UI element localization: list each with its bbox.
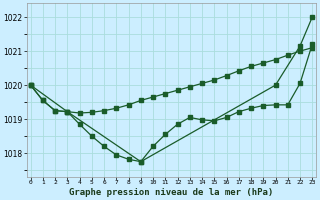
X-axis label: Graphe pression niveau de la mer (hPa): Graphe pression niveau de la mer (hPa) xyxy=(69,188,274,197)
